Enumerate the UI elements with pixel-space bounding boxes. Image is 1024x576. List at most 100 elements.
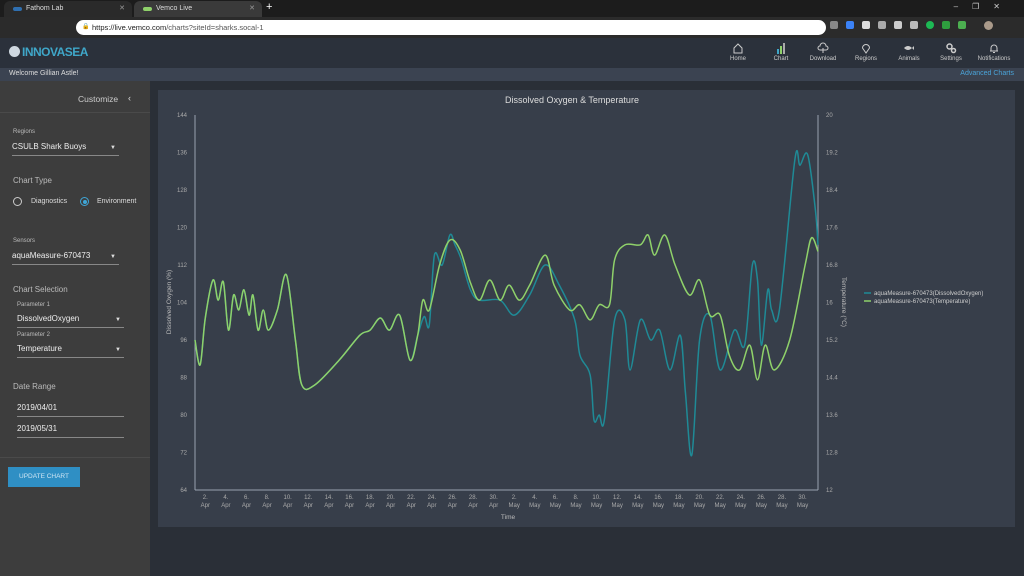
start-date-input[interactable]: 2019/04/01: [17, 403, 124, 417]
parameter2-select[interactable]: Temperature ▼: [17, 344, 124, 358]
parameter2-label: Parameter 2: [17, 332, 51, 338]
update-chart-button[interactable]: UPDATE CHART: [8, 467, 80, 487]
extension-icon[interactable]: [862, 21, 870, 29]
end-date-input[interactable]: 2019/05/31: [17, 424, 124, 438]
tab-fathom-lab[interactable]: Fathom Lab ✕: [4, 1, 132, 17]
divider: [0, 457, 150, 458]
extension-icon[interactable]: [894, 21, 902, 29]
customize-label: Customize: [78, 94, 119, 104]
start-date-value: 2019/04/01: [17, 403, 58, 412]
sensors-select[interactable]: aquaMeasure-670473 ▼: [12, 251, 119, 265]
x-tick-label: Apr: [304, 503, 313, 509]
sensors-label: Sensors: [13, 238, 36, 244]
nav-regions[interactable]: Regions: [846, 42, 886, 62]
x-tick-label: May: [673, 503, 684, 509]
y2-tick-label: 14.4: [826, 376, 838, 382]
nav-label: Chart: [773, 56, 789, 62]
x-tick-label: 12.: [304, 495, 313, 501]
regions-select[interactable]: CSULB Shark Buoys ▼: [12, 142, 119, 156]
x-tick-label: May: [776, 503, 787, 509]
nav-download[interactable]: Download: [803, 42, 843, 62]
extension-icon[interactable]: [942, 21, 950, 29]
legend-item[interactable]: aquaMeasure-670473(Temperature): [874, 299, 970, 305]
nav-home[interactable]: Home: [718, 42, 758, 62]
nav-settings[interactable]: Settings: [931, 42, 971, 62]
x-tick-label: 2.: [512, 495, 517, 501]
y-tick-label: 120: [177, 226, 188, 232]
nav-animals[interactable]: Animals: [889, 42, 929, 62]
y2-tick-label: 16: [826, 301, 833, 307]
x-tick-label: 26.: [448, 495, 457, 501]
y-tick-label: 112: [177, 263, 187, 269]
tab-title: Fathom Lab: [26, 5, 64, 12]
y-tick-label: 128: [177, 188, 188, 194]
tab-vemco-live[interactable]: Vemco Live ✕: [134, 1, 262, 17]
y-axis-title: Dissolved Oxygen (%): [166, 270, 173, 334]
dropdown-caret-icon: ▼: [115, 317, 121, 323]
home-icon: [733, 43, 743, 54]
tab-favicon-icon: [143, 7, 152, 11]
y2-tick-label: 20: [826, 113, 833, 119]
close-tab-icon[interactable]: ✕: [249, 5, 255, 12]
y-tick-label: 144: [177, 113, 188, 119]
cloud-download-icon: [817, 42, 829, 53]
tab-favicon-icon: [13, 7, 22, 11]
x-tick-label: Apr: [468, 503, 477, 509]
x-tick-label: Apr: [345, 503, 354, 509]
nav-label: Download: [809, 56, 837, 62]
x-tick-label: 30.: [489, 495, 498, 501]
y2-tick-label: 18.4: [826, 188, 838, 194]
series-line-temperature[interactable]: [194, 234, 819, 391]
extension-icon[interactable]: [830, 21, 838, 29]
legend-item[interactable]: aquaMeasure-670473(DissolvedOxygen): [874, 291, 983, 297]
x-tick-label: 16.: [654, 495, 663, 501]
window-controls[interactable]: –❐✕: [953, 2, 1014, 11]
radio-environment[interactable]: [80, 197, 89, 206]
x-tick-label: 28.: [778, 495, 787, 501]
regions-value: CSULB Shark Buoys: [12, 142, 87, 151]
nav-label: Home: [729, 56, 746, 62]
nav-notifications[interactable]: Notifications: [974, 42, 1014, 62]
parameter1-select[interactable]: DissolvedOxygen ▼: [17, 314, 124, 328]
logo[interactable]: INNOVASEA: [22, 45, 88, 59]
x-tick-label: May: [550, 503, 561, 509]
x-tick-label: Apr: [407, 503, 416, 509]
x-tick-label: Apr: [365, 503, 374, 509]
x-tick-label: May: [797, 503, 808, 509]
nav-label: Regions: [854, 56, 877, 62]
new-tab-button[interactable]: +: [266, 1, 273, 13]
collapse-chevron-icon[interactable]: ‹: [128, 93, 131, 103]
radio-diagnostics[interactable]: [13, 197, 22, 206]
x-tick-label: 14.: [325, 495, 334, 501]
x-tick-label: 18.: [366, 495, 375, 501]
y-tick-label: 64: [180, 488, 187, 494]
advanced-charts-link[interactable]: Advanced Charts: [960, 70, 1014, 77]
dropdown-caret-icon: ▼: [115, 347, 121, 353]
url-host: https://live.vemco.com: [92, 23, 167, 32]
y-tick-label: 80: [180, 413, 187, 419]
x-tick-label: May: [529, 503, 540, 509]
nav-chart[interactable]: Chart: [761, 42, 801, 62]
series-line-dissolved-oxygen[interactable]: [194, 149, 819, 457]
bell-icon: [990, 44, 998, 53]
extension-icon[interactable]: [878, 21, 886, 29]
y-tick-label: 88: [180, 376, 187, 382]
profile-avatar[interactable]: [984, 21, 993, 30]
close-tab-icon[interactable]: ✕: [119, 5, 125, 12]
app-header: INNOVASEA: [0, 38, 1024, 68]
sidebar: Customize ‹ Regions CSULB Shark Buoys ▼ C…: [0, 81, 150, 576]
url-bar[interactable]: 🔒 https://live.vemco.com/charts?siteId=sh…: [76, 20, 826, 35]
x-tick-label: 10.: [592, 495, 601, 501]
x-tick-label: May: [735, 503, 746, 509]
extension-icon[interactable]: [926, 21, 934, 29]
x-tick-label: 6.: [553, 495, 558, 501]
y2-tick-label: 12: [826, 488, 833, 494]
end-date-value: 2019/05/31: [17, 424, 58, 433]
extension-icon[interactable]: [910, 21, 918, 29]
x-tick-label: Apr: [201, 503, 210, 509]
extension-icon[interactable]: [958, 21, 966, 29]
extension-icon[interactable]: [846, 21, 854, 29]
x-tick-label: May: [653, 503, 664, 509]
y2-tick-label: 19.2: [826, 151, 838, 157]
